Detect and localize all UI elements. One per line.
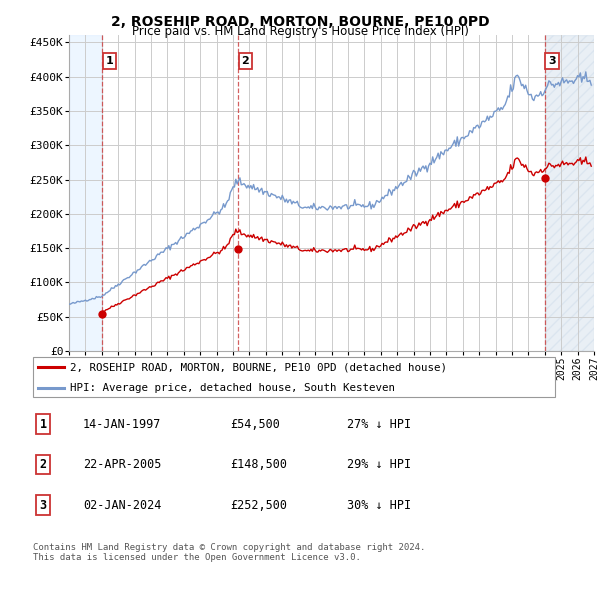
Text: Price paid vs. HM Land Registry's House Price Index (HPI): Price paid vs. HM Land Registry's House …	[131, 25, 469, 38]
Text: 22-APR-2005: 22-APR-2005	[83, 458, 161, 471]
Text: £148,500: £148,500	[230, 458, 287, 471]
Text: 2, ROSEHIP ROAD, MORTON, BOURNE, PE10 0PD (detached house): 2, ROSEHIP ROAD, MORTON, BOURNE, PE10 0P…	[70, 362, 446, 372]
Text: This data is licensed under the Open Government Licence v3.0.: This data is licensed under the Open Gov…	[33, 553, 361, 562]
Text: 2, ROSEHIP ROAD, MORTON, BOURNE, PE10 0PD: 2, ROSEHIP ROAD, MORTON, BOURNE, PE10 0P…	[110, 15, 490, 29]
Text: 1: 1	[40, 418, 47, 431]
Text: 2: 2	[40, 458, 47, 471]
Text: 30% ↓ HPI: 30% ↓ HPI	[347, 499, 411, 512]
Bar	[69, 35, 103, 351]
Text: 02-JAN-2024: 02-JAN-2024	[83, 499, 161, 512]
Text: £252,500: £252,500	[230, 499, 287, 512]
Bar	[545, 35, 594, 351]
Text: 3: 3	[548, 56, 556, 66]
Text: 14-JAN-1997: 14-JAN-1997	[83, 418, 161, 431]
Text: Contains HM Land Registry data © Crown copyright and database right 2024.: Contains HM Land Registry data © Crown c…	[33, 543, 425, 552]
Text: 29% ↓ HPI: 29% ↓ HPI	[347, 458, 411, 471]
Text: £54,500: £54,500	[230, 418, 281, 431]
Text: 1: 1	[106, 56, 113, 66]
FancyBboxPatch shape	[32, 358, 556, 396]
Text: 2: 2	[241, 56, 249, 66]
Text: 3: 3	[40, 499, 47, 512]
Text: HPI: Average price, detached house, South Kesteven: HPI: Average price, detached house, Sout…	[70, 383, 395, 392]
Text: 27% ↓ HPI: 27% ↓ HPI	[347, 418, 411, 431]
